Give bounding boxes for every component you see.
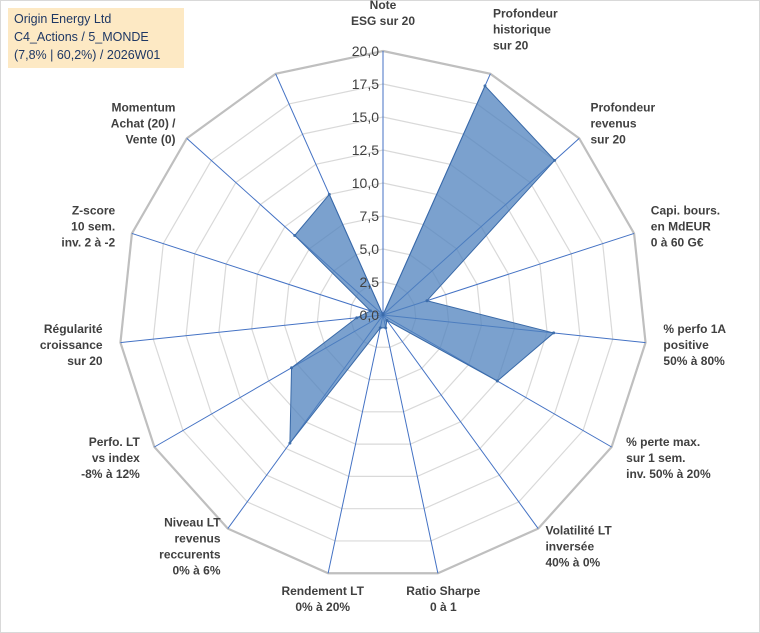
axis-label-5: % perte max. sur 1 sem. inv. 50% à 20% — [626, 435, 711, 481]
axis-label-line: % perte max. — [626, 435, 700, 449]
data-point-1 — [483, 84, 487, 88]
axis-label-9: Niveau LT revenus reccurents 0% à 6% — [159, 515, 221, 577]
tick-label: 20,0 — [352, 43, 379, 59]
data-point-11 — [355, 316, 359, 320]
data-point-9 — [288, 441, 292, 445]
axis-label-13: Momentum Achat (20) / Vente (0) — [111, 101, 176, 147]
axis-label-line: Z-score — [72, 204, 116, 218]
axis-label-line: % perfo 1A — [663, 322, 726, 336]
data-point-8 — [378, 326, 382, 330]
axis-label-line: Niveau LT — [164, 515, 221, 529]
title-line-company: Origin Energy Ltd — [14, 12, 112, 26]
chart-title-box: Origin Energy Ltd C4_Actions / 5_MONDE (… — [8, 8, 184, 68]
axis-label-line: Achat (20) / — [111, 117, 176, 131]
spoke-6 — [382, 314, 539, 529]
data-point-2 — [553, 158, 557, 162]
axis-label-line: Profondeur — [493, 7, 558, 21]
axis-label-line: revenus — [175, 531, 221, 545]
axis-label-8: Rendement LT 0% à 20% — [281, 584, 364, 614]
series-layer — [288, 84, 557, 445]
data-point-0 — [381, 313, 385, 317]
axis-label-line: 0 à 1 — [430, 600, 457, 614]
grid-ring-5 — [218, 149, 548, 477]
axis-label-line: historique — [493, 23, 551, 37]
axis-label-3: Capi. bours. en MdEUR 0 à 60 G€ — [651, 204, 720, 250]
axis-label-line: Régularité — [44, 322, 103, 336]
tick-label: 15,0 — [352, 109, 379, 125]
data-point-14 — [327, 192, 331, 196]
axis-label-line: inv. 50% à 20% — [626, 467, 711, 481]
tick-label: 17,5 — [352, 76, 379, 92]
data-point-12 — [368, 309, 372, 313]
axis-label-line: en MdEUR — [651, 220, 711, 234]
tick-label: 0,0 — [360, 307, 380, 323]
axis-label-line: 0% à 20% — [295, 600, 350, 614]
grid-ring-4 — [251, 182, 515, 445]
axis-label-4: % perfo 1A positive 50% à 80% — [663, 322, 726, 368]
grid-ring-3 — [283, 215, 483, 413]
axis-label-line: 0 à 60 G€ — [651, 236, 704, 250]
axis-label-0: Note ESG sur 20 — [351, 0, 415, 28]
data-point-10 — [290, 366, 294, 370]
spoke-12 — [131, 232, 384, 316]
grid-ring-7 — [152, 83, 614, 542]
axis-label-line: Profondeur — [591, 101, 656, 115]
axis-label-line: vs index — [92, 451, 140, 465]
axis-label-11: Régularité croissance sur 20 — [40, 322, 103, 368]
axis-label-line: revenus — [591, 117, 637, 131]
tick-label: 10,0 — [352, 175, 379, 191]
axis-label-line: Volatilité LT — [545, 523, 612, 537]
axis-label-line: Vente (0) — [125, 133, 175, 147]
title-line-portfolio: C4_Actions / 5_MONDE — [14, 30, 149, 44]
axis-label-line: 0% à 6% — [173, 563, 221, 577]
tick-label: 7,5 — [360, 208, 380, 224]
axis-label-line: 10 sem. — [71, 220, 115, 234]
axis-label-line: inv. 2 à -2 — [61, 236, 115, 250]
spoke-11 — [120, 314, 384, 344]
axis-label-line: 50% à 80% — [663, 354, 725, 368]
series-area-0 — [289, 84, 556, 445]
axis-label-line: 40% à 0% — [545, 555, 600, 569]
axis-label-line: Perfo. LT — [89, 435, 141, 449]
axis-label-2: Profondeur revenus sur 20 — [591, 101, 656, 147]
axis-labels: Note ESG sur 20 Profondeur historique sur 20… — [40, 0, 727, 614]
axis-label-line: Capi. bours. — [651, 204, 720, 218]
data-point-3 — [425, 299, 429, 303]
tick-label: 12,5 — [352, 142, 379, 158]
axis-label-line: -8% à 12% — [81, 467, 140, 481]
spoke-7 — [382, 314, 439, 574]
axis-label-line: sur 1 sem. — [626, 451, 685, 465]
grid-ring-6 — [185, 116, 581, 510]
data-point-4 — [552, 331, 556, 335]
axis-label-10: Perfo. LT vs index -8% à 12% — [81, 435, 140, 481]
axis-label-line: sur 20 — [67, 354, 103, 368]
axis-label-line: reccurents — [159, 547, 221, 561]
axis-label-1: Profondeur historique sur 20 — [493, 7, 558, 53]
spoke-8 — [327, 314, 384, 574]
tick-label: 5,0 — [360, 241, 380, 257]
axis-label-line: positive — [663, 338, 709, 352]
axis-label-line: sur 20 — [493, 39, 529, 53]
axis-label-line: Rendement LT — [281, 584, 364, 598]
axis-label-line: croissance — [40, 338, 103, 352]
axis-label-12: Z-score 10 sem. inv. 2 à -2 — [61, 204, 115, 250]
axis-label-line: sur 20 — [591, 133, 627, 147]
axis-label-line: Momentum — [111, 101, 175, 115]
data-point-7 — [384, 326, 388, 330]
axis-label-line: Ratio Sharpe — [406, 584, 480, 598]
tick-labels: 0,0 2,5 5,0 7,5 10,0 12,5 15,0 17,5 20,0 — [352, 43, 379, 323]
tick-label: 2,5 — [360, 274, 380, 290]
axis-label-line: inversée — [545, 539, 594, 553]
title-line-period: (7,8% | 60,2%) / 2026W01 — [14, 48, 161, 62]
axis-label-line: ESG sur 20 — [351, 14, 415, 28]
data-point-5 — [495, 379, 499, 383]
data-point-6 — [385, 318, 389, 322]
data-point-13 — [293, 234, 297, 238]
axis-label-6: Volatilité LT inversée 40% à 0% — [545, 523, 612, 569]
axis-label-7: Ratio Sharpe 0 à 1 — [406, 584, 480, 614]
grid-ring-8 — [119, 49, 647, 575]
axis-label-line: Note — [370, 0, 397, 12]
